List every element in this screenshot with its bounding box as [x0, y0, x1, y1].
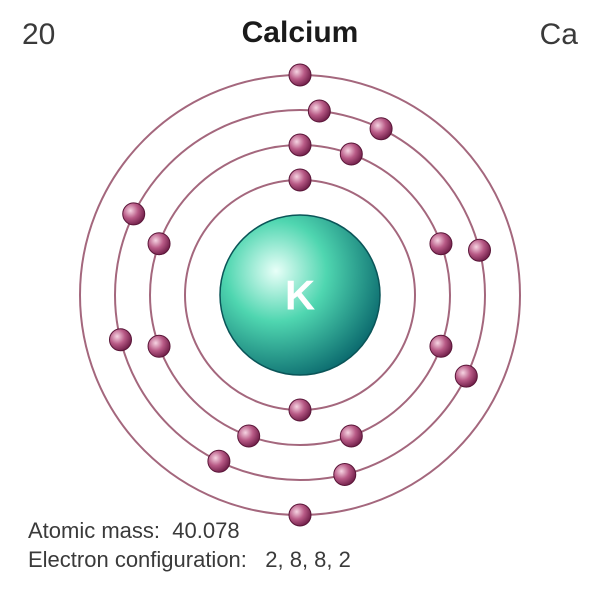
electron: [308, 100, 330, 122]
electron: [469, 239, 491, 261]
electron-config-row: Electron configuration: 2, 8, 8, 2: [28, 545, 351, 575]
electron: [289, 64, 311, 86]
element-name: Calcium: [0, 16, 600, 50]
electron: [148, 335, 170, 357]
electron: [455, 365, 477, 387]
config-value: 2, 8, 8, 2: [265, 547, 351, 572]
config-label: Electron configuration:: [28, 547, 247, 572]
electron: [109, 329, 131, 351]
electron: [289, 169, 311, 191]
electron: [289, 399, 311, 421]
nucleus-label: K: [285, 272, 315, 319]
atom-diagram: K: [50, 55, 550, 535]
electron: [430, 335, 452, 357]
electron: [208, 450, 230, 472]
element-symbol: Ca: [540, 18, 578, 52]
footer: Atomic mass: 40.078 Electron configurati…: [28, 516, 351, 575]
mass-value: 40.078: [172, 518, 239, 543]
electron: [148, 233, 170, 255]
electron: [370, 118, 392, 140]
electron: [340, 143, 362, 165]
mass-label: Atomic mass:: [28, 518, 160, 543]
electron: [340, 425, 362, 447]
electron: [238, 425, 260, 447]
atomic-mass-row: Atomic mass: 40.078: [28, 516, 351, 546]
electron: [334, 464, 356, 486]
header: 20 Calcium Ca: [0, 18, 600, 58]
electron: [430, 233, 452, 255]
electron: [289, 134, 311, 156]
electron: [123, 203, 145, 225]
